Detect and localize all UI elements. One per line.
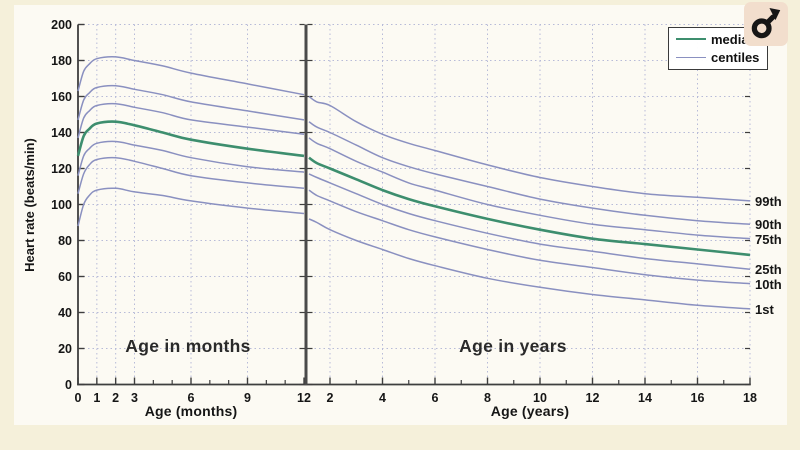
centile-curve-years-25th (308, 173, 751, 271)
y-tick-label: 120 (51, 161, 72, 176)
x-tick-label: 1 (93, 391, 101, 405)
centile-curve-months-90th (77, 84, 305, 121)
centile-end-label-75th: 75th (755, 231, 782, 247)
x-tick-label: 14 (638, 391, 652, 405)
centile-curve-months-10th (77, 156, 305, 194)
male-symbol-glyph (751, 8, 781, 39)
y-tick-label: 0 (65, 377, 72, 392)
centile-curve-years-10th (308, 189, 751, 285)
centile-curve-years-75th (308, 137, 751, 240)
median-curve-months-median (76, 120, 305, 158)
centile-curve-months-25th (77, 140, 305, 176)
x-tick-label: 6 (187, 391, 195, 405)
years-x-axis-title: Age (years) (490, 403, 570, 419)
x-tick-label: 4 (379, 391, 386, 405)
chart-legend: median centiles (668, 27, 768, 70)
months-x-axis-title: Age (months) (144, 403, 238, 419)
centiles-line-swatch (676, 57, 706, 59)
x-tick-label: 10 (533, 391, 547, 405)
x-tick-label: 6 (431, 391, 439, 405)
y-tick-label: 180 (51, 53, 72, 68)
y-tick-label: 60 (58, 269, 72, 284)
centile-end-label-99th: 99th (755, 193, 782, 209)
y-tick-label: 20 (58, 341, 72, 356)
y-axis-label: Heart rate (beats/min) (22, 138, 37, 272)
centile-curve-years-90th (308, 121, 751, 226)
median-curve-years-median (308, 156, 751, 257)
male-icon (744, 2, 788, 46)
x-tick-label: 2 (326, 391, 334, 405)
centile-end-label-25th: 25th (755, 262, 782, 278)
centile-curve-months-99th (77, 56, 305, 96)
legend-item-centiles: centiles (669, 50, 767, 65)
centile-curve-years-99th (308, 95, 751, 202)
legend-label: centiles (711, 50, 760, 66)
x-tick-label: 12 (585, 391, 600, 405)
x-tick-label: 3 (131, 391, 138, 405)
centile-end-label-1st: 1st (755, 301, 774, 317)
y-tick-label: 160 (51, 89, 72, 104)
centile-end-label-90th: 90th (755, 217, 782, 233)
median-line-swatch (676, 38, 706, 41)
x-tick-label: 12 (297, 391, 311, 405)
figure-background (14, 5, 787, 425)
x-tick-label: 16 (690, 391, 705, 405)
centile-curve-years-1st (308, 218, 751, 310)
x-tick-label: 8 (484, 391, 491, 405)
x-tick-label: 0 (74, 391, 82, 405)
y-tick-label: 40 (58, 305, 72, 320)
y-tick-label: 100 (51, 197, 72, 212)
years-panel-caption: Age in years (459, 336, 567, 356)
y-tick-label: 80 (58, 233, 72, 248)
x-tick-label: 9 (244, 391, 251, 405)
months-panel-caption: Age in months (125, 336, 251, 356)
x-tick-label: 2 (112, 391, 120, 405)
centile-curve-months-75th (77, 102, 305, 139)
y-tick-label: 200 (51, 17, 72, 32)
centile-curve-months-1st (77, 187, 305, 227)
x-tick-label: 18 (743, 391, 757, 405)
y-tick-label: 140 (51, 125, 72, 140)
centile-end-label-10th: 10th (755, 276, 782, 292)
